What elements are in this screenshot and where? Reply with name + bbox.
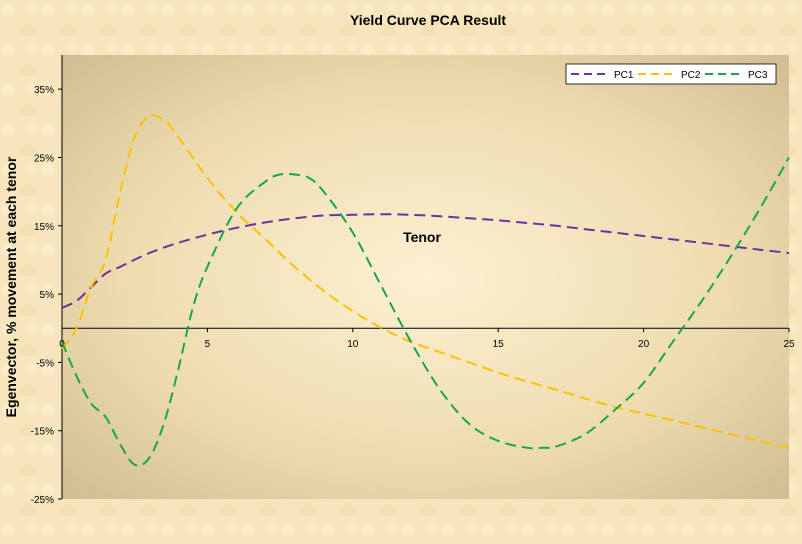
y-tick-label: 5% [40, 290, 55, 301]
x-tick-label: 10 [347, 339, 359, 350]
x-tick-label: 15 [493, 339, 505, 350]
legend-label-pc1: PC1 [614, 70, 634, 81]
x-tick-label: 25 [783, 339, 795, 350]
y-tick-label: -5% [36, 358, 54, 369]
chart-title: Yield Curve PCA Result [350, 12, 506, 28]
x-tick-label: 20 [638, 339, 650, 350]
y-axis-ticks: -25% -15% -5% 5% 15% 25% 35% [31, 85, 62, 506]
x-axis-label: Tenor [403, 229, 441, 245]
series-line-pc1 [61, 213, 790, 309]
y-tick-label: 35% [34, 85, 54, 96]
y-tick-label: -15% [31, 427, 54, 438]
legend: PC1 PC2 PC3 [565, 63, 777, 85]
y-tick-label: 15% [34, 222, 54, 233]
legend-label-pc3: PC3 [748, 70, 768, 81]
plot-area [62, 55, 789, 499]
series-line-pc3 [61, 157, 790, 467]
series-layer [61, 114, 790, 467]
x-tick-label: 5 [205, 339, 211, 350]
y-axis-label: Egenvector, % movement at each tenor [3, 156, 19, 417]
y-tick-label: -25% [31, 495, 54, 506]
y-tick-label: 25% [34, 153, 54, 164]
legend-label-pc2: PC2 [681, 70, 701, 81]
series-line-pc2 [61, 114, 790, 449]
